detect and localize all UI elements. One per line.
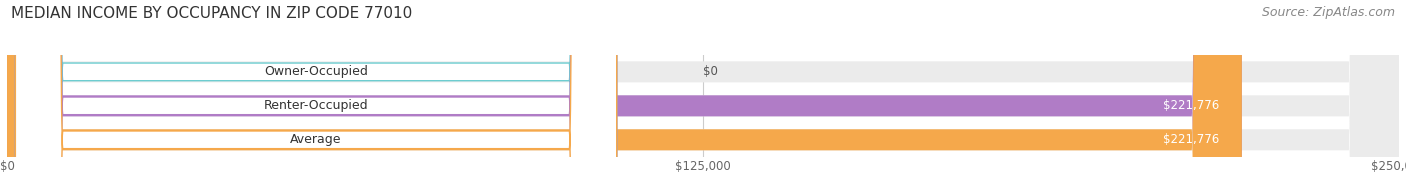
Text: $221,776: $221,776 [1163, 99, 1219, 112]
FancyBboxPatch shape [7, 0, 1399, 196]
FancyBboxPatch shape [7, 0, 46, 196]
FancyBboxPatch shape [15, 0, 617, 196]
Text: $221,776: $221,776 [1163, 133, 1219, 146]
FancyBboxPatch shape [15, 0, 617, 196]
Text: Owner-Occupied: Owner-Occupied [264, 65, 368, 78]
FancyBboxPatch shape [7, 0, 1399, 196]
FancyBboxPatch shape [7, 0, 1241, 196]
Text: Average: Average [290, 133, 342, 146]
Text: $0: $0 [703, 65, 718, 78]
Text: Renter-Occupied: Renter-Occupied [264, 99, 368, 112]
FancyBboxPatch shape [7, 0, 1399, 196]
FancyBboxPatch shape [7, 0, 1241, 196]
FancyBboxPatch shape [15, 0, 617, 196]
Text: MEDIAN INCOME BY OCCUPANCY IN ZIP CODE 77010: MEDIAN INCOME BY OCCUPANCY IN ZIP CODE 7… [11, 6, 412, 21]
Text: Source: ZipAtlas.com: Source: ZipAtlas.com [1261, 6, 1395, 19]
